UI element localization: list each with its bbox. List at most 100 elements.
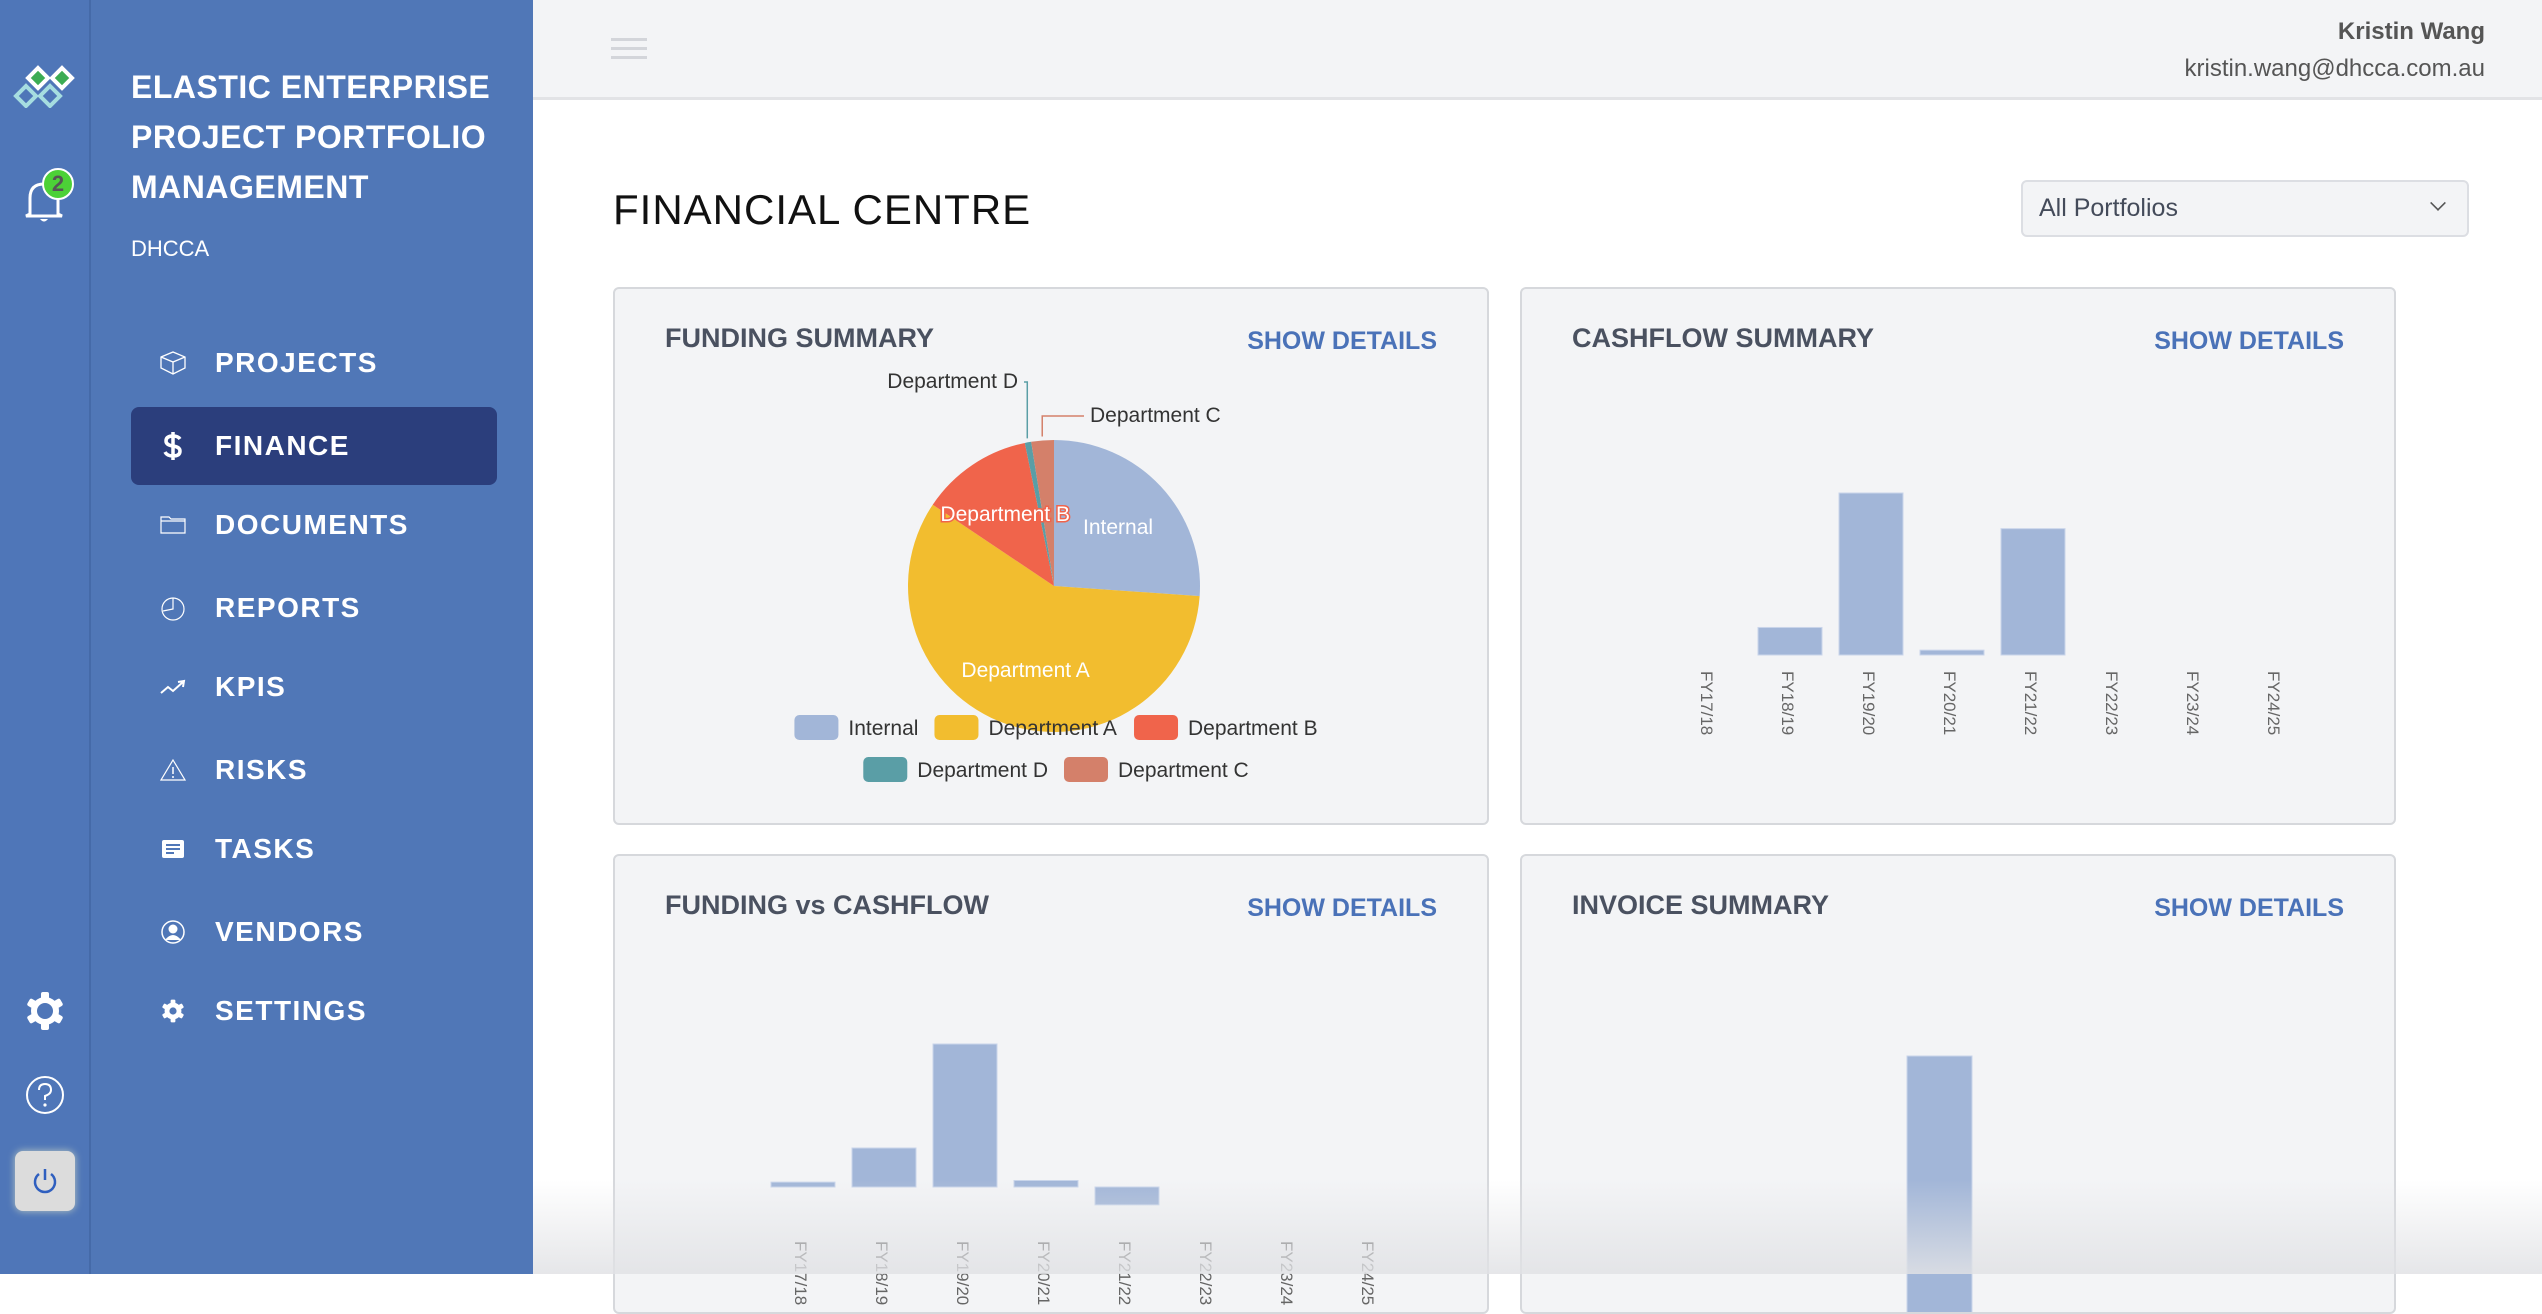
top-header: Kristin Wang kristin.wang@dhcca.com.au bbox=[533, 0, 2542, 100]
sidebar-item-finance[interactable]: FINANCE bbox=[131, 407, 497, 485]
sidebar-item-label: DOCUMENTS bbox=[215, 509, 409, 540]
pie-slice[interactable] bbox=[1031, 440, 1054, 586]
pie-label-leader bbox=[1041, 415, 1084, 437]
x-tick-label: FY24/25 bbox=[2264, 671, 2283, 735]
pie-slice-label: Department A bbox=[961, 659, 1089, 682]
x-tick-label: FY23/24 bbox=[2183, 671, 2202, 735]
legend-label[interactable]: Department B bbox=[1188, 717, 1318, 740]
help-button[interactable] bbox=[0, 1070, 89, 1120]
bar[interactable] bbox=[932, 1043, 998, 1188]
x-tick-label: FY20/21 bbox=[1034, 1241, 1053, 1305]
pie-slice[interactable] bbox=[932, 442, 1054, 586]
bar[interactable] bbox=[1838, 492, 1904, 656]
sidebar-item-kpis[interactable]: KPIS bbox=[131, 648, 497, 726]
folder-icon bbox=[131, 516, 215, 534]
portfolio-select-value: All Portfolios bbox=[2039, 194, 2178, 222]
pie-slice[interactable] bbox=[1054, 440, 1200, 597]
app-title: ELASTIC ENTERPRISE PROJECT PORTFOLIO MAN… bbox=[131, 62, 490, 212]
rail-settings-button[interactable] bbox=[0, 985, 89, 1037]
bar[interactable] bbox=[1757, 626, 1823, 656]
card-title: FUNDING vs CASHFLOW bbox=[665, 890, 989, 920]
funding-vs-cashflow-bar-chart: FY17/18 FY18/19 FY19/20 FY20/21 FY21/22 FY22/… bbox=[770, 1043, 1377, 1305]
sidebar-item-projects[interactable]: PROJECTS bbox=[131, 324, 497, 402]
sidebar-item-label: KPIS bbox=[215, 671, 287, 702]
x-tick-label: FY19/20 bbox=[1859, 671, 1878, 735]
org-name: DHCCA bbox=[131, 236, 210, 261]
legend-label[interactable]: Department C bbox=[1118, 759, 1249, 782]
legend-label[interactable]: Department A bbox=[988, 717, 1116, 740]
menu-toggle-button[interactable] bbox=[611, 38, 647, 62]
gear-icon bbox=[131, 999, 215, 1023]
bar[interactable] bbox=[2000, 528, 2066, 656]
show-details-button[interactable]: SHOW DETAILS bbox=[2154, 327, 2344, 355]
pie-slice[interactable] bbox=[1024, 441, 1054, 586]
bar[interactable] bbox=[1013, 1180, 1079, 1188]
sidebar-item-label: VENDORS bbox=[215, 916, 364, 947]
pie-slice-label: Department D bbox=[887, 370, 1018, 393]
pie-slice-label: Department B bbox=[940, 503, 1070, 526]
task-list-icon bbox=[131, 839, 215, 859]
sidebar-item-settings[interactable]: SETTINGS bbox=[131, 972, 497, 1050]
legend-swatch bbox=[794, 715, 839, 740]
funding-pie-chart: Internal Department A Department B Departme… bbox=[794, 370, 1318, 782]
notification-badge: 2 bbox=[42, 168, 74, 200]
bar[interactable] bbox=[1919, 649, 1985, 656]
bar[interactable] bbox=[851, 1147, 917, 1188]
bar[interactable] bbox=[1094, 1186, 1160, 1206]
sidebar-item-label: RISKS bbox=[215, 754, 309, 785]
sidebar-item-reports[interactable]: REPORTS bbox=[131, 569, 497, 647]
cube-icon bbox=[131, 351, 215, 375]
icon-rail: 2 bbox=[0, 0, 91, 1274]
show-details-button[interactable]: SHOW DETAILS bbox=[1247, 327, 1437, 355]
legend-swatch bbox=[863, 757, 908, 782]
notifications-button[interactable]: 2 bbox=[0, 168, 89, 228]
page-title: FINANCIAL CENTRE bbox=[613, 186, 1032, 233]
sidebar-item-label: REPORTS bbox=[215, 592, 361, 623]
x-tick-label: FY20/21 bbox=[1940, 671, 1959, 735]
diamond-logo bbox=[0, 56, 89, 116]
cashflow-bar-chart: FY17/18 FY18/19 FY19/20 FY20/21 FY21/22 FY22/… bbox=[1697, 492, 2283, 735]
x-tick-label: FY21/22 bbox=[1115, 1241, 1134, 1305]
chevron-down-icon bbox=[2430, 195, 2446, 211]
x-tick-label: FY21/22 bbox=[2021, 671, 2040, 735]
sidebar-item-tasks[interactable]: TASKS bbox=[131, 810, 497, 888]
x-tick-label: FY22/23 bbox=[2102, 671, 2121, 735]
portfolio-select[interactable]: All Portfolios bbox=[2021, 180, 2469, 237]
legend-swatch bbox=[1134, 715, 1179, 740]
pie-slice[interactable] bbox=[908, 504, 1200, 732]
funding-vs-cashflow-card: FUNDING vs CASHFLOW SHOW DETAILS FY17/18… bbox=[613, 854, 1489, 1314]
show-details-button[interactable]: SHOW DETAILS bbox=[1247, 894, 1437, 922]
app-title-line: PROJECT PORTFOLIO bbox=[131, 119, 487, 155]
pie-slice-label: Internal bbox=[1083, 516, 1153, 539]
cashflow-summary-card: CASHFLOW SUMMARY SHOW DETAILS FY17/18 FY1… bbox=[1520, 287, 2396, 825]
gear-icon bbox=[26, 992, 63, 1030]
card-title: INVOICE SUMMARY bbox=[1572, 890, 1830, 920]
x-tick-label: FY17/18 bbox=[791, 1241, 810, 1305]
legend-label[interactable]: Department D bbox=[917, 759, 1048, 782]
trending-up-icon bbox=[131, 679, 215, 695]
card-title: FUNDING SUMMARY bbox=[665, 323, 934, 353]
sidebar-item-risks[interactable]: RISKS bbox=[131, 731, 497, 809]
app-title-line: ELASTIC ENTERPRISE bbox=[131, 69, 491, 105]
dollar-icon bbox=[131, 431, 215, 461]
x-tick-label: FY22/23 bbox=[1196, 1241, 1215, 1305]
pie-label-leader bbox=[1024, 381, 1029, 439]
sidebar-item-documents[interactable]: DOCUMENTS bbox=[131, 486, 497, 564]
bar[interactable] bbox=[770, 1181, 836, 1188]
card-title: CASHFLOW SUMMARY bbox=[1572, 323, 1874, 353]
legend-label[interactable]: Internal bbox=[848, 717, 918, 740]
sidebar: ELASTIC ENTERPRISE PROJECT PORTFOLIO MAN… bbox=[91, 0, 533, 1274]
show-details-button[interactable]: SHOW DETAILS bbox=[2154, 894, 2344, 922]
sidebar-item-vendors[interactable]: VENDORS bbox=[131, 893, 497, 971]
power-icon bbox=[33, 1169, 57, 1194]
sidebar-item-label: FINANCE bbox=[215, 430, 350, 461]
pie-slice-label: Department C bbox=[1090, 404, 1221, 427]
legend-swatch bbox=[1064, 757, 1108, 782]
x-tick-label: FY17/18 bbox=[1697, 671, 1716, 735]
logout-button[interactable] bbox=[15, 1151, 75, 1211]
warning-icon bbox=[131, 759, 215, 781]
user-name: Kristin Wang bbox=[2337, 18, 2485, 45]
bar[interactable] bbox=[1906, 1055, 1973, 1314]
sidebar-item-label: TASKS bbox=[215, 833, 316, 864]
x-tick-label: FY24/25 bbox=[1358, 1241, 1377, 1305]
